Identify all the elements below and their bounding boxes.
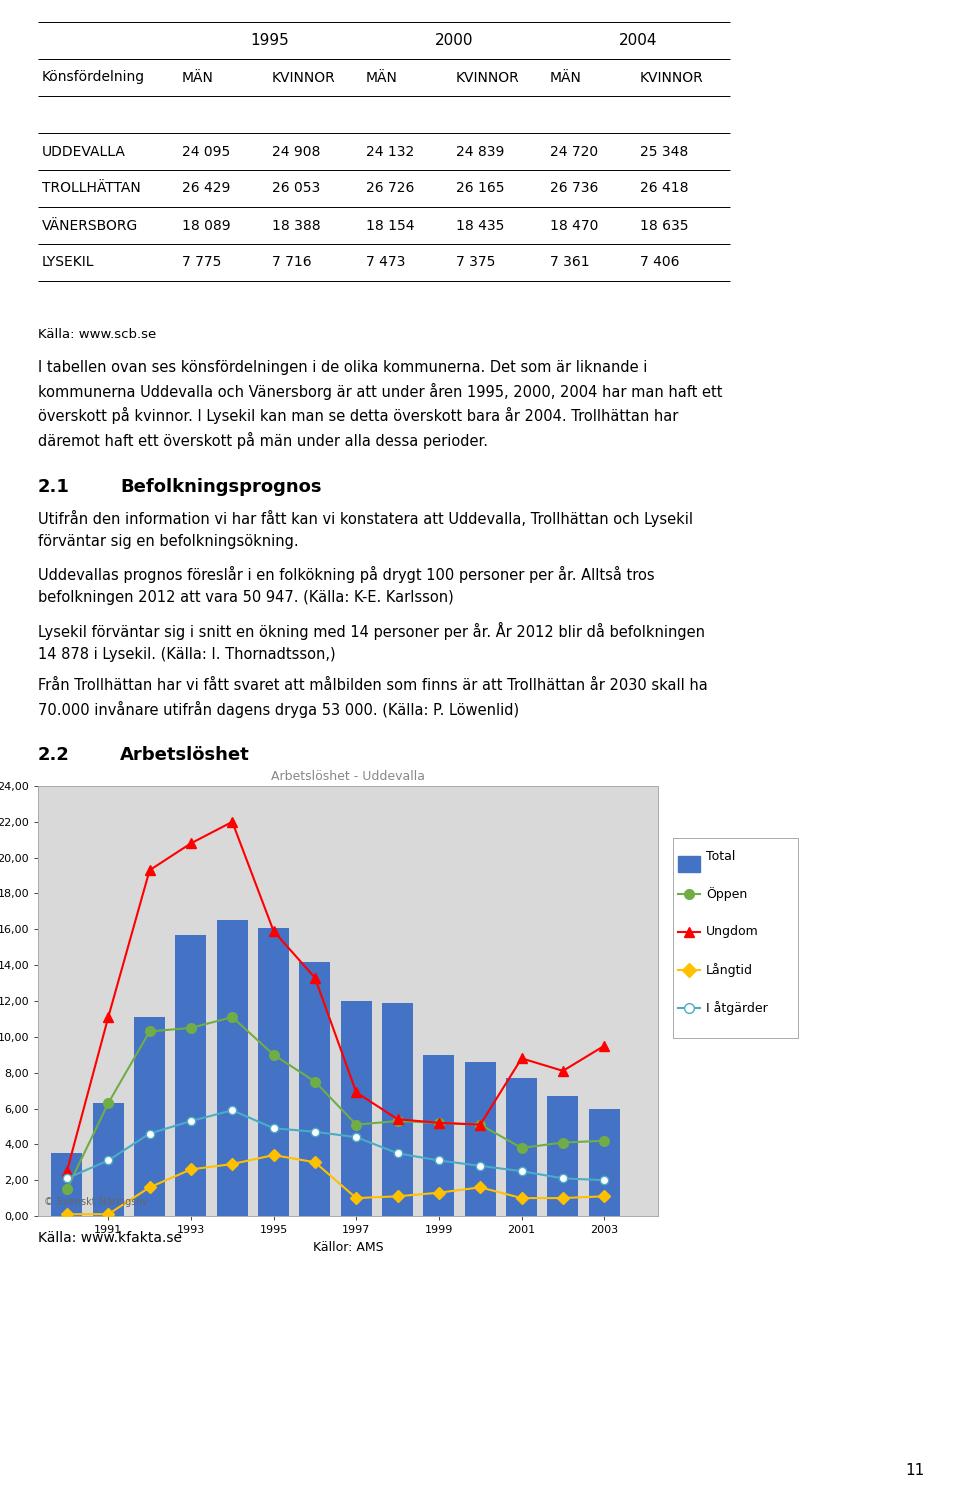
Text: 18 388: 18 388 xyxy=(272,219,321,232)
Bar xyxy=(382,1003,413,1216)
Text: 18 470: 18 470 xyxy=(550,219,598,232)
Text: I åtgärder: I åtgärder xyxy=(706,1001,768,1015)
Text: KVINNOR: KVINNOR xyxy=(272,70,336,85)
Text: 18 089: 18 089 xyxy=(182,219,230,232)
Text: 7 775: 7 775 xyxy=(182,255,222,270)
Text: 2004: 2004 xyxy=(619,33,658,48)
Text: Uddevallas prognos föreslår i en folkökning på drygt 100 personer per år. Alltså: Uddevallas prognos föreslår i en folkökn… xyxy=(38,566,655,605)
Text: KVINNOR: KVINNOR xyxy=(640,70,704,85)
Text: Från Trollhättan har vi fått svaret att målbilden som finns är att Trollhättan å: Från Trollhättan har vi fått svaret att … xyxy=(38,678,708,718)
Bar xyxy=(176,934,206,1216)
Text: 26 736: 26 736 xyxy=(550,182,598,195)
Text: Källa: www.kfakta.se: Källa: www.kfakta.se xyxy=(38,1231,182,1246)
Bar xyxy=(134,1018,165,1216)
Text: 7 375: 7 375 xyxy=(456,255,495,270)
Text: 26 053: 26 053 xyxy=(272,182,321,195)
Text: 7 716: 7 716 xyxy=(272,255,312,270)
Text: 7 406: 7 406 xyxy=(640,255,680,270)
Text: 7 361: 7 361 xyxy=(550,255,589,270)
Bar xyxy=(300,961,330,1216)
Text: 25 348: 25 348 xyxy=(640,145,688,158)
Bar xyxy=(465,1062,495,1216)
Bar xyxy=(52,1153,83,1216)
Text: 24 132: 24 132 xyxy=(366,145,415,158)
Text: 24 720: 24 720 xyxy=(550,145,598,158)
Text: 18 154: 18 154 xyxy=(366,219,415,232)
Text: KVINNOR: KVINNOR xyxy=(456,70,519,85)
Text: Källa: www.scb.se: Källa: www.scb.se xyxy=(38,328,156,341)
Text: 24 908: 24 908 xyxy=(272,145,321,158)
X-axis label: Källor: AMS: Källor: AMS xyxy=(313,1241,383,1253)
Text: Arbetslöshet: Arbetslöshet xyxy=(120,746,250,764)
Text: VÄNERSBORG: VÄNERSBORG xyxy=(42,219,138,232)
Text: 26 165: 26 165 xyxy=(456,182,505,195)
Bar xyxy=(217,921,248,1216)
Text: © Svenskt Näringsliv: © Svenskt Näringsliv xyxy=(44,1198,148,1207)
Bar xyxy=(258,928,289,1216)
Text: 2.1: 2.1 xyxy=(38,478,70,496)
Text: 18 435: 18 435 xyxy=(456,219,504,232)
Text: 18 635: 18 635 xyxy=(640,219,688,232)
Bar xyxy=(547,1097,579,1216)
Text: Total: Total xyxy=(706,849,735,863)
Bar xyxy=(506,1079,537,1216)
Text: TROLLHÄTTAN: TROLLHÄTTAN xyxy=(42,182,141,195)
Text: I tabellen ovan ses könsfördelningen i de olika kommunerna. Det som är liknande : I tabellen ovan ses könsfördelningen i d… xyxy=(38,361,723,448)
Text: 26 418: 26 418 xyxy=(640,182,688,195)
Text: 11: 11 xyxy=(905,1463,925,1478)
Text: Befolkningsprognos: Befolkningsprognos xyxy=(120,478,322,496)
Bar xyxy=(588,1109,620,1216)
Text: LYSEKIL: LYSEKIL xyxy=(42,255,94,270)
Text: Ungdom: Ungdom xyxy=(706,925,758,939)
Text: Långtid: Långtid xyxy=(706,963,753,977)
Bar xyxy=(93,1103,124,1216)
Text: MÄN: MÄN xyxy=(182,70,214,85)
Text: Utifrån den information vi har fått kan vi konstatera att Uddevalla, Trollhättan: Utifrån den information vi har fått kan … xyxy=(38,510,693,548)
Text: 24 095: 24 095 xyxy=(182,145,230,158)
Text: MÄN: MÄN xyxy=(550,70,582,85)
Text: MÄN: MÄN xyxy=(366,70,397,85)
Text: 7 473: 7 473 xyxy=(366,255,405,270)
Text: Könsfördelning: Könsfördelning xyxy=(42,70,145,85)
Text: 1995: 1995 xyxy=(251,33,289,48)
Bar xyxy=(678,855,700,872)
Bar xyxy=(423,1055,454,1216)
Text: 26 429: 26 429 xyxy=(182,182,230,195)
Text: Lysekil förväntar sig i snitt en ökning med 14 personer per år. År 2012 blir då : Lysekil förväntar sig i snitt en ökning … xyxy=(38,621,705,662)
Text: 2.2: 2.2 xyxy=(38,746,70,764)
Text: 26 726: 26 726 xyxy=(366,182,415,195)
Text: Öppen: Öppen xyxy=(706,887,747,901)
Text: 24 839: 24 839 xyxy=(456,145,504,158)
Bar xyxy=(341,1001,372,1216)
Text: UDDEVALLA: UDDEVALLA xyxy=(42,145,126,158)
Text: 2000: 2000 xyxy=(435,33,473,48)
Title: Arbetslöshet - Uddevalla: Arbetslöshet - Uddevalla xyxy=(271,770,425,784)
